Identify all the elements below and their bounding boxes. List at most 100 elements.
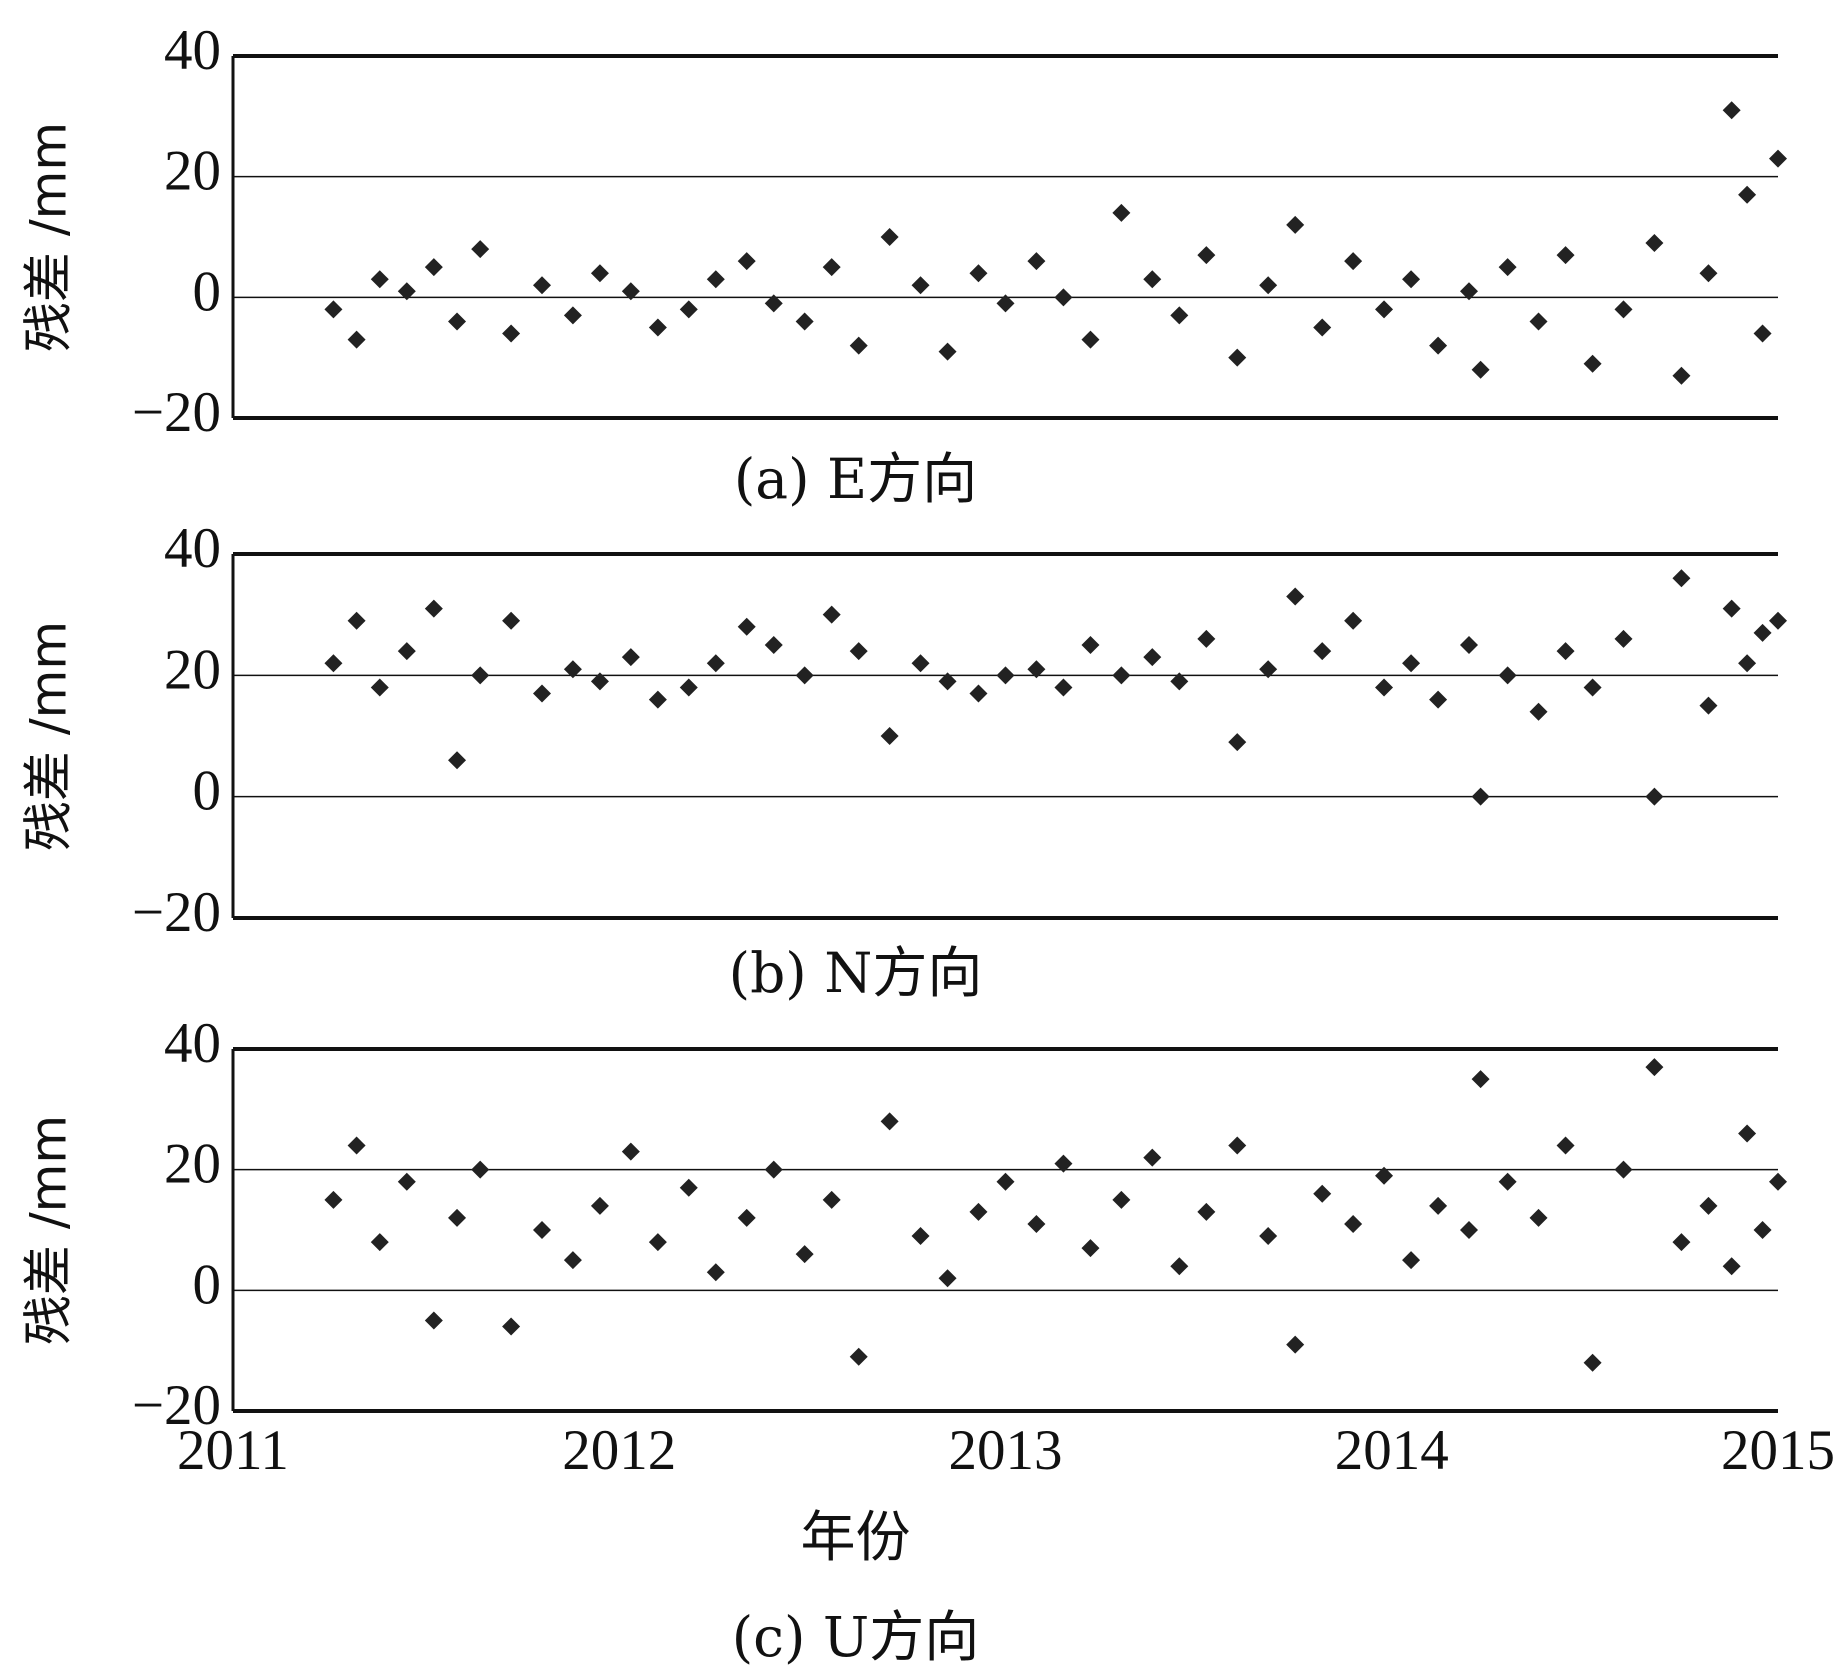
y-tick-label: −20 [132, 1374, 221, 1437]
point [590, 264, 609, 283]
point [1672, 1233, 1691, 1252]
y-axis-label: 残差 /mm [20, 621, 78, 851]
point [1753, 623, 1772, 642]
point [448, 1208, 467, 1227]
point [1645, 787, 1664, 806]
point [1112, 666, 1131, 685]
point [1375, 678, 1394, 697]
point [822, 1190, 841, 1209]
point [911, 654, 930, 673]
point [1402, 270, 1421, 289]
point [706, 270, 725, 289]
point [737, 252, 756, 271]
point [448, 751, 467, 770]
point [764, 1160, 783, 1179]
point [1054, 1154, 1073, 1173]
point [1556, 246, 1575, 265]
point [648, 318, 667, 337]
point [1170, 306, 1189, 325]
point [1529, 702, 1548, 721]
y-axis-label: 残差 /mm [20, 122, 78, 352]
point [1143, 1148, 1162, 1167]
point [795, 312, 814, 331]
point [938, 672, 957, 691]
point [1170, 672, 1189, 691]
point [397, 642, 416, 661]
y-tick-label: 40 [164, 19, 221, 82]
point [1471, 787, 1490, 806]
point [880, 727, 899, 745]
y-tick-label: 20 [164, 1133, 221, 1196]
point [448, 312, 467, 331]
point [502, 324, 521, 343]
point [1529, 312, 1548, 331]
point [1614, 1160, 1633, 1179]
point [1753, 1221, 1772, 1239]
x-tick-label: 2013 [949, 1419, 1063, 1482]
x-tick-label: 2012 [562, 1419, 676, 1482]
point [347, 1136, 366, 1155]
point [1402, 654, 1421, 673]
y-tick-label: 40 [164, 1012, 221, 1075]
point [324, 654, 343, 673]
x-axis-label: 年份 [800, 1505, 910, 1569]
point [424, 258, 443, 277]
point [1769, 149, 1787, 168]
point [996, 666, 1015, 685]
point [1722, 599, 1741, 618]
point [397, 282, 416, 301]
point [1498, 666, 1517, 685]
point [1027, 1214, 1046, 1233]
point [822, 605, 841, 624]
point [1529, 1208, 1548, 1227]
point [969, 684, 988, 703]
point [648, 1233, 667, 1252]
point [849, 336, 868, 355]
point [1722, 1257, 1741, 1276]
point [590, 672, 609, 691]
point [1614, 629, 1633, 648]
point [621, 1142, 640, 1161]
point [1228, 1136, 1247, 1155]
point [1769, 611, 1787, 630]
point [1259, 660, 1278, 679]
point [880, 228, 899, 246]
point [424, 599, 443, 618]
point [1738, 654, 1757, 673]
point [1375, 1166, 1394, 1185]
point [1753, 324, 1772, 343]
point [1027, 252, 1046, 271]
point [1699, 1196, 1718, 1215]
point [370, 678, 389, 697]
y-tick-label: 20 [164, 140, 221, 203]
y-tick-label: 0 [193, 260, 222, 323]
point [911, 1227, 930, 1246]
point [1460, 282, 1478, 301]
point [880, 1112, 899, 1131]
point [849, 642, 868, 661]
point [1081, 636, 1100, 654]
x-tick-label: 2015 [1721, 1419, 1835, 1482]
point [1313, 642, 1332, 661]
point [1498, 1172, 1517, 1191]
point [1645, 234, 1664, 253]
point [424, 1311, 443, 1330]
point [795, 1245, 814, 1264]
point [533, 276, 551, 295]
point [1583, 354, 1602, 373]
point [1197, 1202, 1216, 1221]
point [563, 660, 582, 679]
point [1344, 252, 1363, 271]
point [502, 611, 521, 630]
panel-title: (a) E方向 [734, 447, 977, 511]
point [590, 1196, 609, 1215]
point [1027, 660, 1046, 679]
point [996, 1172, 1015, 1191]
point [1112, 203, 1131, 222]
point [996, 294, 1015, 313]
point [1583, 678, 1602, 697]
point [1498, 258, 1517, 277]
y-tick-label: 40 [164, 517, 221, 580]
point [1429, 336, 1448, 355]
point [563, 306, 582, 325]
